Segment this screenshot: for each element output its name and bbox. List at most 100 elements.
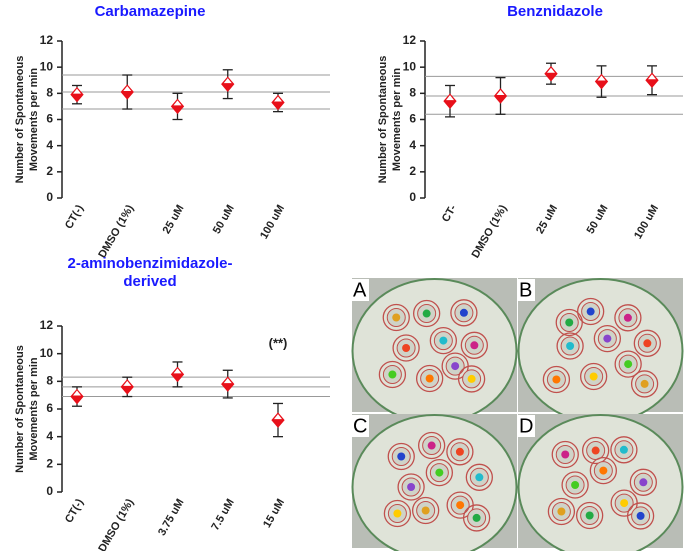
x-tick-label: 100 uM [258,203,287,241]
well-outer [387,442,415,471]
x-tick-label: DMSO (1%) [470,203,510,261]
mean-marker [493,88,508,104]
larva [407,483,416,491]
y-axis-label: Movements per min [28,68,40,172]
well-outer [582,436,610,465]
larva [439,336,448,345]
y-tick-label: 12 [403,33,417,47]
mean-marker [645,72,659,89]
marker-highlight [173,368,182,374]
x-tick-label: 7.5 uM [209,497,237,533]
well-outer [577,297,605,326]
marker-highlight [223,378,232,384]
well-outer [397,473,425,501]
y-axis-label: Movements per min [28,357,40,461]
y-tick-label: 6 [46,401,53,415]
well-outer [383,499,412,528]
y-tick-label: 8 [46,86,53,100]
larva [397,452,406,461]
larva [565,318,574,327]
y-tick-label: 2 [46,457,53,471]
larva [557,507,566,516]
well-outer [446,438,474,466]
marker-highlight [274,96,282,102]
well-outer [378,360,407,389]
larva [422,309,431,318]
larva [619,445,628,454]
x-tick-label: DMSO (1%) [96,203,136,261]
panel-label: A [353,279,367,301]
y-tick-label: 8 [409,86,416,100]
chart-title: Carbamazepine [95,3,206,20]
y-tick-label: 0 [409,190,416,204]
larva [427,441,436,450]
larva [561,450,570,459]
larva [591,446,600,455]
y-tick-label: 2 [46,164,53,178]
larva [392,313,401,322]
mean-marker [544,65,558,82]
dish [351,414,518,551]
larva [388,370,397,379]
larva [456,501,465,510]
y-tick-label: 6 [409,112,416,126]
well-outer [425,458,454,487]
well-outer [457,365,486,393]
mean-marker [170,366,185,383]
larva [552,375,561,384]
y-tick-label: 0 [46,190,53,204]
well-outer [629,468,657,496]
mean-marker [594,73,609,90]
well-outer [417,431,446,460]
x-tick-label: CT- [440,203,459,225]
well-outer [382,303,410,332]
marker-highlight [496,89,505,95]
well-outer [412,299,441,328]
larva [623,313,632,322]
well-outer [556,332,584,360]
marker-highlight [446,95,454,101]
y-tick-label: 10 [40,59,54,73]
mean-marker [170,98,185,115]
larva [586,307,595,316]
y-tick-label: 10 [403,59,417,73]
well-outer [450,299,478,327]
well-outer [551,440,579,469]
well-outer [462,504,491,532]
x-tick-label: DMSO (1%) [96,497,136,551]
well-outer [589,456,617,485]
y-axis-label: Number of Spontaneous [14,56,26,184]
panel-label: B [519,279,532,301]
mean-marker [120,84,134,100]
marker-highlight [648,74,656,80]
x-tick-label: 15 uM [261,497,287,530]
chart-title: derived [123,273,176,290]
panel-label: C [353,415,367,437]
larva [566,342,575,350]
well-outer [542,365,571,394]
well-outer [614,304,642,332]
larva [435,468,444,477]
well-outer [593,324,621,353]
marker-highlight [73,88,81,94]
y-tick-label: 0 [46,484,53,498]
mean-marker [221,76,235,92]
larva [421,506,430,515]
larva [624,360,633,369]
marker-highlight [223,78,232,84]
larva [393,509,402,518]
larva [636,511,645,520]
larva [589,372,598,381]
annotation: (**) [269,335,288,350]
well-outer [630,370,659,398]
larva [640,379,649,388]
larva [425,374,434,383]
marker-highlight [73,390,81,396]
larva [459,308,468,317]
mean-marker [221,376,235,392]
larva [571,481,580,489]
mean-marker [443,93,457,109]
well-outer [614,350,642,378]
well-outer [547,497,576,526]
well-outer [392,334,420,362]
